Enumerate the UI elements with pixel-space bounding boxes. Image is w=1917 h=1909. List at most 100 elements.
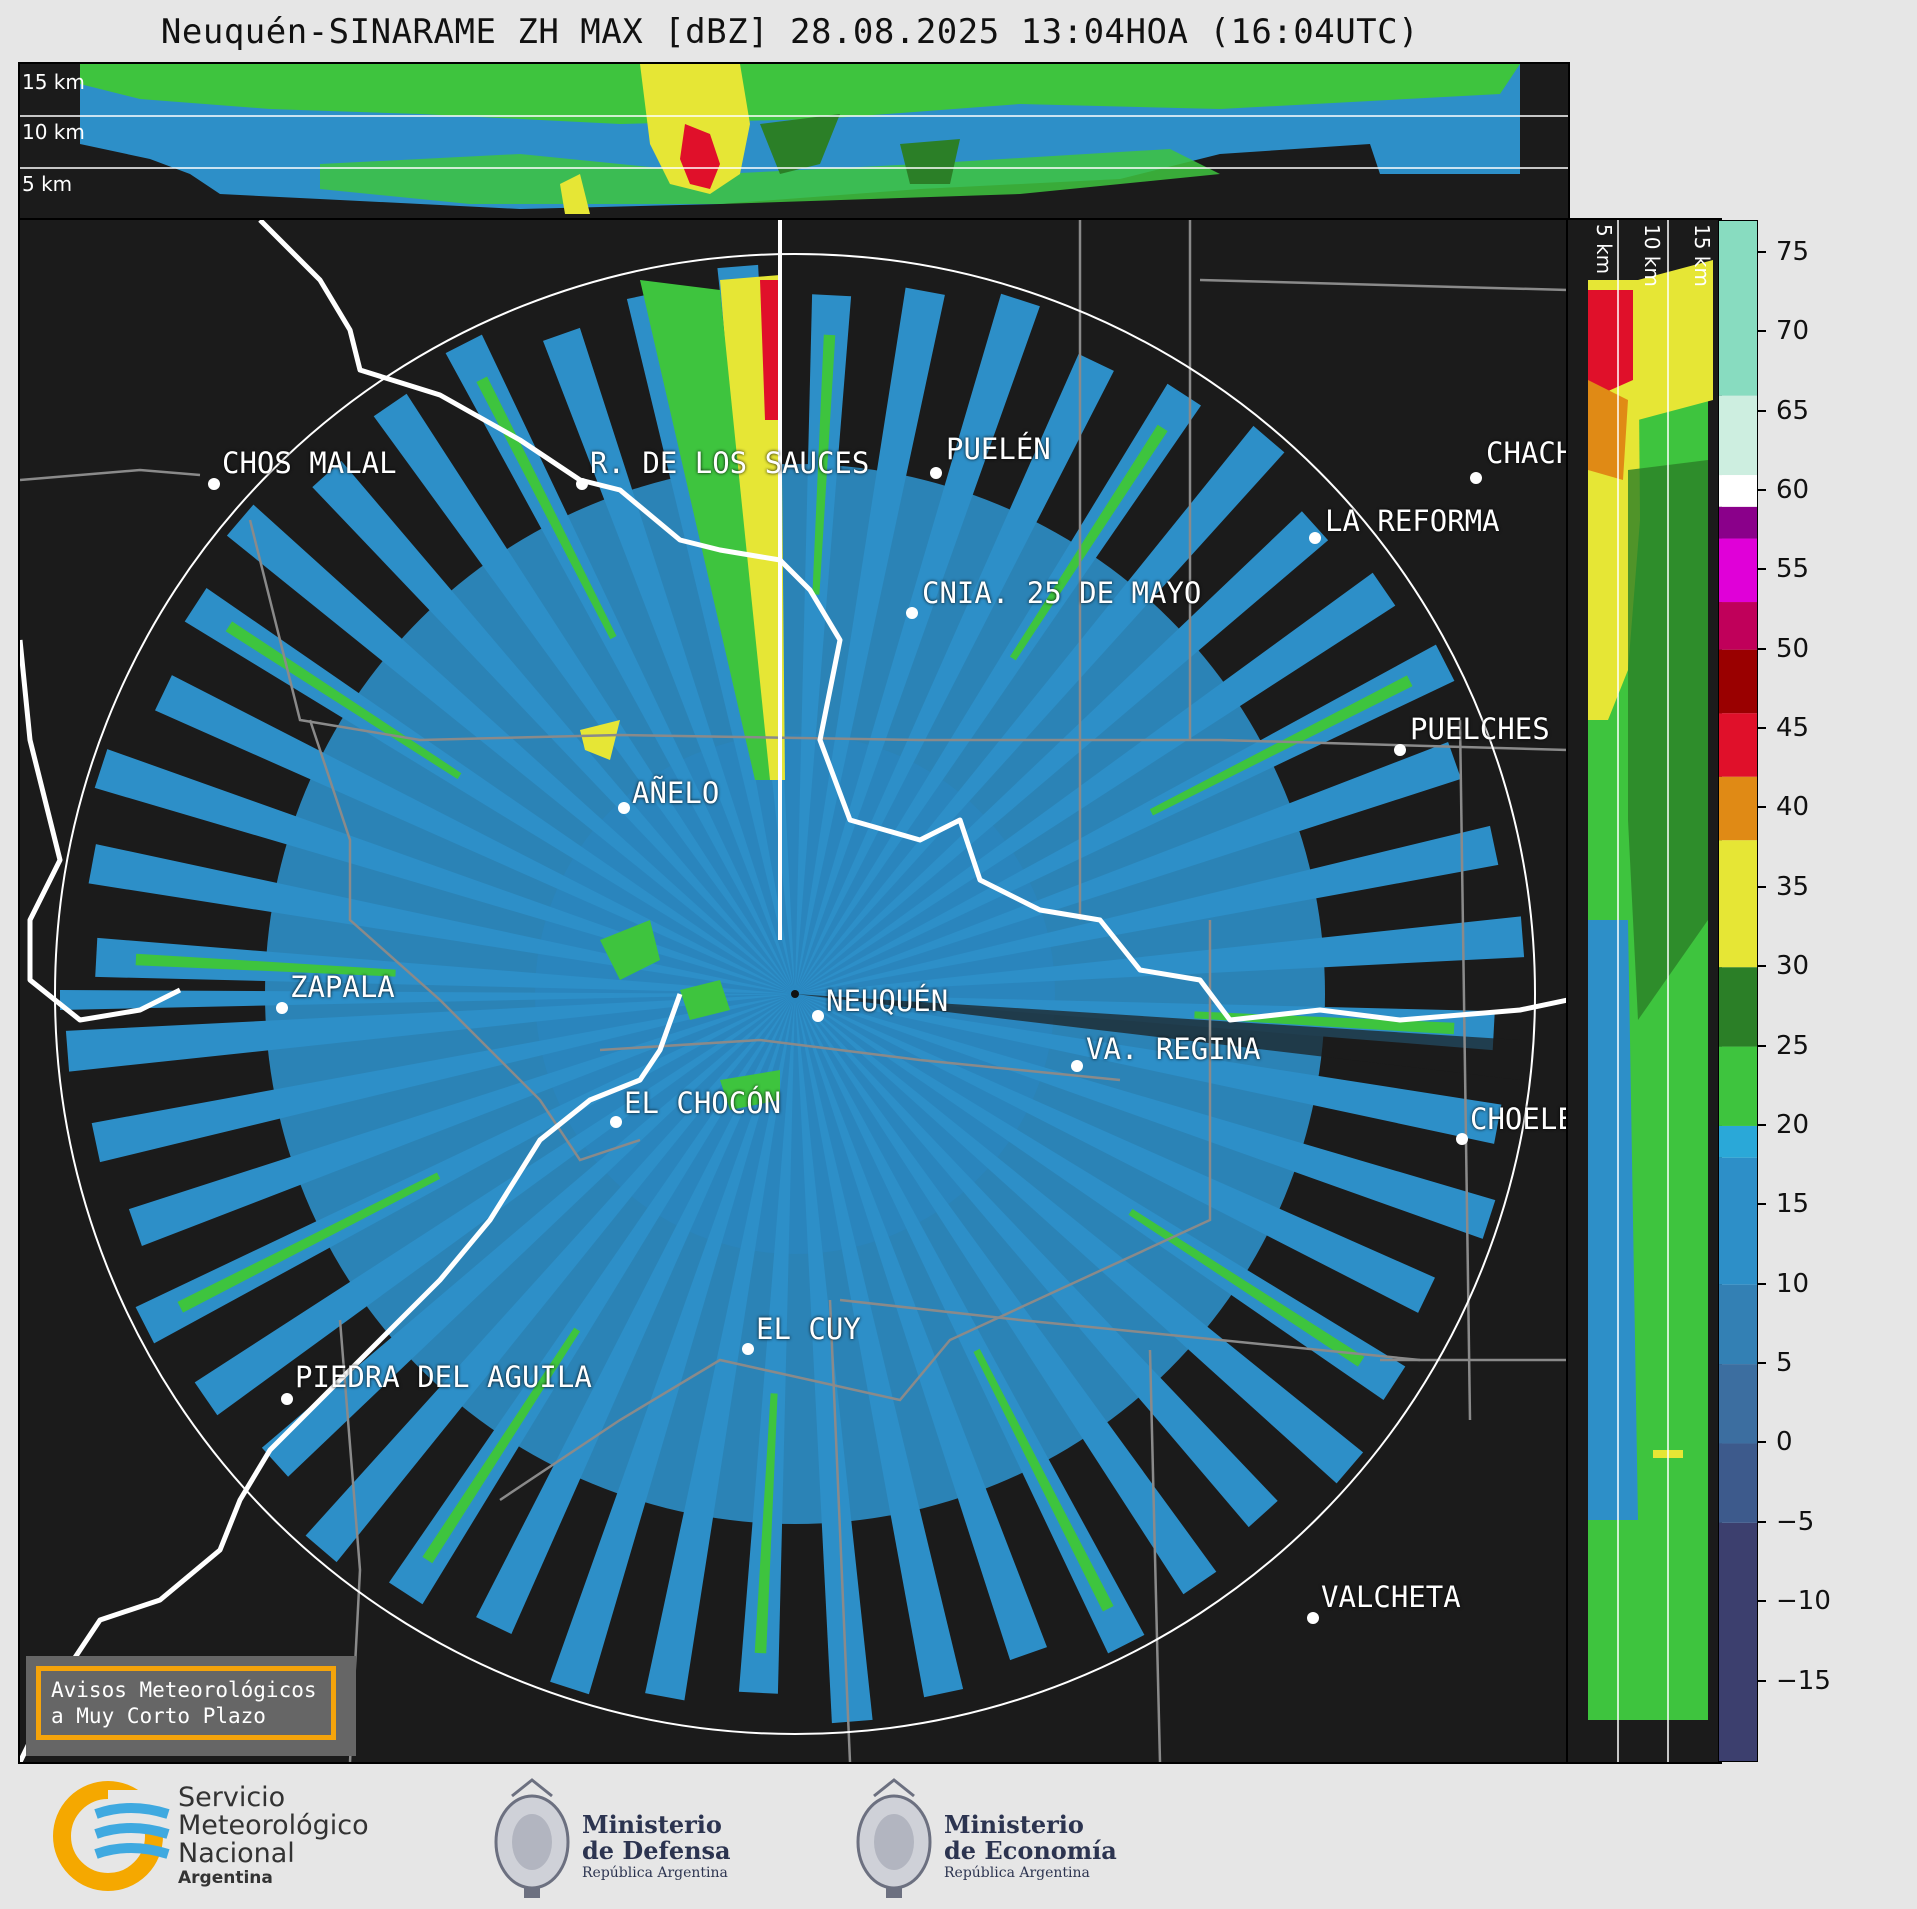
city-label-choele: CHOELE bbox=[1470, 1102, 1570, 1136]
colorbar-tick-mark bbox=[1757, 330, 1766, 333]
radar-beam bbox=[795, 354, 1114, 994]
colorbar-tick-label: 10 bbox=[1776, 1268, 1810, 1299]
economia-shield-icon bbox=[856, 1778, 932, 1898]
economia-line-3: República Argentina bbox=[944, 1865, 1090, 1881]
radar-beam bbox=[795, 994, 1435, 1313]
radar-beam bbox=[795, 383, 1201, 994]
city-label-el-cuy: EL CUY bbox=[756, 1312, 861, 1346]
colorbar-band bbox=[1719, 1125, 1757, 1158]
altitude-label-5km: 5 km bbox=[22, 172, 73, 196]
radar-beam bbox=[795, 294, 852, 994]
colorbar-tick-label: 25 bbox=[1776, 1030, 1810, 1061]
radar-echo-beam bbox=[1149, 675, 1413, 816]
colorbar-tick-mark bbox=[1757, 488, 1766, 491]
radar-beam bbox=[795, 425, 1285, 994]
radar-map-panel: CHOS MALAL R. DE LOS SAUCES PUELÉN CHACH… bbox=[18, 218, 1570, 1764]
colorbar-band bbox=[1719, 776, 1757, 841]
colorbar-band bbox=[1719, 967, 1757, 1047]
radar-beam bbox=[626, 290, 795, 994]
colorbar-tick-label: 40 bbox=[1776, 792, 1810, 823]
radar-echo-beam bbox=[177, 1172, 441, 1313]
city-label-chos-malal: CHOS MALAL bbox=[222, 446, 397, 480]
radar-beam bbox=[795, 293, 1040, 994]
altitude-label-v-5km: 5 km bbox=[1592, 224, 1616, 275]
colorbar-tick-label: −5 bbox=[1776, 1506, 1815, 1537]
colorbar-band bbox=[1719, 1522, 1757, 1761]
smn-line-1: Servicio bbox=[178, 1782, 286, 1813]
colorbar-tick-label: 20 bbox=[1776, 1109, 1810, 1140]
colorbar-tick-mark bbox=[1757, 1203, 1766, 1206]
altitude-label-v-15km: 15 km bbox=[1690, 224, 1714, 287]
radar-beam bbox=[795, 994, 1217, 1595]
economia-logo-text: Ministerio de Economía República Argenti… bbox=[944, 1812, 1117, 1882]
colorbar-tick-label: 60 bbox=[1776, 474, 1810, 505]
top-cross-section-plot bbox=[20, 64, 1568, 220]
radar-beam bbox=[795, 994, 1364, 1484]
colorbar-band bbox=[1719, 538, 1757, 603]
defensa-line-2: de Defensa bbox=[582, 1836, 731, 1865]
radar-beam bbox=[795, 994, 1496, 1239]
city-label-el-chocon: EL CHOCÓN bbox=[624, 1086, 782, 1120]
colorbar-tick-mark bbox=[1757, 1362, 1766, 1365]
economia-line-2: de Economía bbox=[944, 1836, 1117, 1865]
radar-beam bbox=[795, 994, 964, 1698]
colorbar-tick: −15 bbox=[1757, 1666, 1831, 1696]
colorbar-band bbox=[1719, 649, 1757, 714]
aviso-box: Avisos Meteorológicos a Muy Corto Plazo bbox=[26, 1656, 356, 1756]
radar-beam bbox=[795, 511, 1329, 994]
colorbar-band bbox=[1719, 221, 1757, 396]
city-label-chach: CHACH bbox=[1486, 436, 1570, 470]
radar-beam bbox=[389, 994, 795, 1605]
colorbar-band bbox=[1719, 602, 1757, 650]
radar-beam bbox=[226, 504, 795, 994]
colorbar-tick-mark bbox=[1757, 1520, 1766, 1523]
radar-beam bbox=[795, 994, 1502, 1144]
radar-beam bbox=[795, 994, 1145, 1654]
colorbar-tick: 25 bbox=[1757, 1031, 1809, 1061]
smn-logo-text: Servicio Meteorológico Nacional Argentin… bbox=[178, 1782, 369, 1889]
radar-beam bbox=[795, 994, 1047, 1661]
smn-line-2: Meteorológico bbox=[178, 1810, 369, 1841]
colorbar-band bbox=[1719, 840, 1757, 968]
radar-beam bbox=[795, 916, 1525, 994]
colorbar-tick-label: 65 bbox=[1776, 395, 1810, 426]
radar-echo-beam bbox=[1128, 1208, 1365, 1367]
radar-beam bbox=[645, 994, 795, 1701]
colorbar-tick-mark bbox=[1757, 1123, 1766, 1126]
smn-line-4: Argentina bbox=[178, 1868, 273, 1888]
colorbar-tick-mark bbox=[1757, 885, 1766, 888]
radar-beam bbox=[91, 994, 795, 1163]
radar-echo-beam bbox=[135, 953, 396, 977]
colorbar-band bbox=[1719, 713, 1757, 777]
radar-beam bbox=[795, 287, 945, 995]
altitude-label-15km: 15 km bbox=[22, 70, 85, 94]
city-label-piedra-del-aguila: PIEDRA DEL AGUILA bbox=[295, 1360, 592, 1394]
smn-line-3: Nacional bbox=[178, 1838, 295, 1869]
radar-beam bbox=[795, 825, 1499, 994]
colorbar-tick-label: 70 bbox=[1776, 316, 1810, 347]
radar-beam bbox=[184, 588, 795, 994]
radar-beam bbox=[795, 742, 1462, 994]
radar-beam bbox=[305, 994, 795, 1563]
city-label-puelches: PUELCHES bbox=[1410, 712, 1550, 746]
colorbar-scale bbox=[1719, 221, 1757, 1761]
logos-footer: Servicio Meteorológico Nacional Argentin… bbox=[0, 1762, 1917, 1909]
dbz-colorbar bbox=[1718, 220, 1758, 1762]
colorbar-tick-mark bbox=[1757, 1600, 1766, 1603]
colorbar-tick-mark bbox=[1757, 727, 1766, 730]
colorbar-tick-label: 45 bbox=[1776, 713, 1810, 744]
colorbar-tick-label: 55 bbox=[1776, 554, 1810, 585]
economia-line-1: Ministerio bbox=[944, 1810, 1084, 1839]
altitude-label-10km: 10 km bbox=[22, 120, 85, 144]
colorbar-tick: 10 bbox=[1757, 1269, 1809, 1299]
colorbar-band bbox=[1719, 1157, 1757, 1285]
colorbar-tick: 55 bbox=[1757, 554, 1809, 584]
colorbar-tick-label: 75 bbox=[1776, 236, 1810, 267]
city-label-puelen: PUELÉN bbox=[946, 432, 1051, 466]
logos-graphics bbox=[53, 1778, 932, 1898]
colorbar-tick: 15 bbox=[1757, 1189, 1809, 1219]
defensa-shield-icon bbox=[494, 1778, 570, 1898]
top-cross-section-panel: 15 km 10 km 5 km bbox=[18, 62, 1570, 222]
colorbar-tick: 5 bbox=[1757, 1348, 1793, 1378]
colorbar-tick-mark bbox=[1757, 965, 1766, 968]
